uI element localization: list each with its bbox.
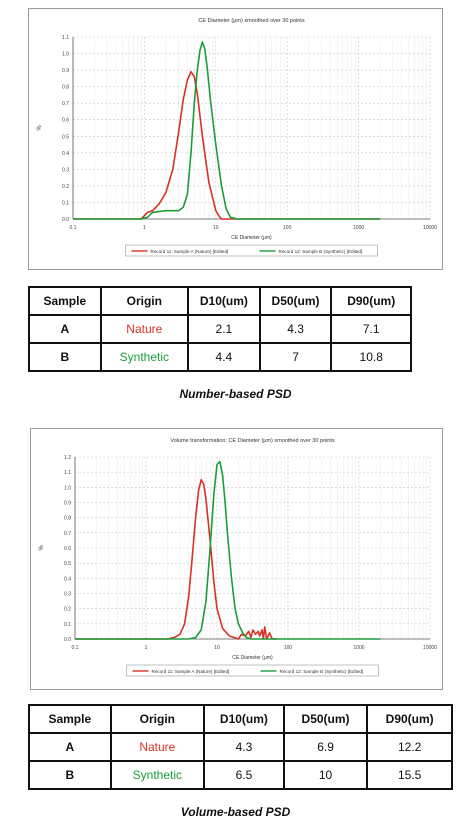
header-d90: D90(um)	[330, 286, 412, 316]
y-tick-label: 0.7	[64, 531, 71, 537]
origin-cell: Nature	[109, 732, 206, 762]
y-tick-label: 0.5	[64, 561, 71, 567]
sample-cell: B	[28, 760, 112, 790]
y-axis-label: %	[37, 125, 43, 131]
legend-box	[126, 664, 379, 677]
d10-cell: 4.3	[203, 732, 285, 762]
header-d50: D50(um)	[282, 704, 369, 734]
y-tick-label: 0.2	[64, 607, 71, 613]
series-line-sample-a	[73, 70, 381, 220]
origin-cell: Synthetic	[109, 760, 206, 790]
x-tick-label: 10	[214, 645, 220, 651]
y-tick-label: 0.3	[62, 167, 69, 173]
series-line-sample-a	[75, 478, 277, 640]
y-tick-label: 0.0	[62, 217, 69, 223]
header-sample: Sample	[28, 704, 112, 734]
x-axis-label: CE Diameter (µm)	[232, 655, 273, 661]
y-tick-label: 0.9	[64, 501, 71, 507]
d10-cell: 2.1	[187, 314, 261, 344]
y-tick-label: 0.4	[64, 576, 71, 582]
y-tick-label: 0.4	[62, 151, 69, 157]
y-tick-label: 0.3	[64, 592, 71, 598]
x-tick-label: 100	[284, 645, 293, 651]
d50-cell: 6.9	[282, 732, 369, 762]
y-tick-label: 0.6	[64, 546, 71, 552]
x-tick-label: 0.1	[70, 225, 77, 231]
header-d90: D90(um)	[366, 704, 453, 734]
number-psd-caption: Number-based PSD	[179, 387, 292, 401]
d10-cell: 4.4	[187, 342, 261, 372]
series-line-sample-b	[73, 41, 381, 220]
legend-box	[125, 244, 378, 257]
y-tick-label: 1.1	[62, 35, 69, 41]
y-tick-label: 0.8	[64, 516, 71, 522]
d90-cell: 12.2	[366, 732, 453, 762]
number-psd-table: Sample Origin D10(um) D50(um) D90(um) A …	[28, 286, 412, 372]
volume-psd-table: Sample Origin D10(um) D50(um) D90(um) A …	[28, 704, 453, 790]
y-tick-label: 0.1	[64, 622, 71, 628]
d90-cell: 15.5	[366, 760, 453, 790]
x-tick-label: 0.1	[72, 645, 79, 651]
x-tick-label: 10	[213, 225, 219, 231]
x-axis-label: CE Diameter (µm)	[231, 235, 272, 241]
chart-title: CE Diameter (µm) smoothed over 30 points	[198, 18, 304, 24]
y-tick-label: 0.0	[64, 637, 71, 643]
d50-cell: 4.3	[258, 314, 333, 344]
series-line-sample-b	[75, 460, 381, 640]
y-tick-label: 1.0	[62, 52, 69, 58]
table-row: A Nature 4.3 6.9 12.2	[28, 732, 453, 762]
number-psd-plot: CE Diameter (µm) smoothed over 30 points…	[37, 18, 437, 257]
table-row: B Synthetic 6.5 10 15.5	[28, 760, 453, 790]
y-tick-label: 1.2	[64, 455, 71, 461]
x-tick-label: 1	[145, 645, 148, 651]
volume-psd-caption: Volume-based PSD	[180, 805, 291, 819]
chart-title: Volume transformation: CE Diameter (µm) …	[170, 438, 335, 444]
header-d50: D50(um)	[258, 286, 333, 316]
origin-cell: Synthetic	[99, 342, 190, 372]
x-tick-label: 1000	[353, 645, 364, 651]
d50-cell: 7	[258, 342, 333, 372]
sample-cell: A	[28, 314, 102, 344]
legend-label: Record 11: Sample A (Nature) [Edited]	[152, 669, 230, 674]
x-tick-label: 10000	[423, 225, 437, 231]
y-tick-label: 0.8	[62, 85, 69, 91]
volume-psd-chart: Volume transformation: CE Diameter (µm) …	[30, 428, 443, 690]
legend-label: Record 12: Sample B (Synthetic) [Edited]	[279, 249, 363, 254]
origin-cell: Nature	[99, 314, 190, 344]
x-tick-label: 1	[143, 225, 146, 231]
number-psd-chart: CE Diameter (µm) smoothed over 30 points…	[28, 8, 443, 270]
y-tick-label: 0.6	[62, 118, 69, 124]
y-tick-label: 0.9	[62, 68, 69, 74]
legend-label: Record 11: Sample A (Nature) [Edited]	[151, 249, 229, 254]
x-tick-label: 1000	[353, 225, 364, 231]
y-tick-label: 0.7	[62, 101, 69, 107]
header-sample: Sample	[28, 286, 102, 316]
header-d10: D10(um)	[187, 286, 261, 316]
y-tick-label: 1.0	[64, 485, 71, 491]
sample-cell: B	[28, 342, 102, 372]
y-axis-label: %	[39, 545, 45, 551]
header-origin: Origin	[109, 704, 206, 734]
d50-cell: 10	[282, 760, 369, 790]
legend-label: Record 12: Sample B (Synthetic) [Edited]	[280, 669, 364, 674]
y-tick-label: 1.1	[64, 470, 71, 476]
d90-cell: 7.1	[330, 314, 412, 344]
x-tick-label: 10000	[423, 645, 437, 651]
y-tick-label: 0.1	[62, 200, 69, 206]
y-tick-label: 0.5	[62, 134, 69, 140]
d90-cell: 10.8	[330, 342, 412, 372]
x-tick-label: 100	[283, 225, 292, 231]
sample-cell: A	[28, 732, 112, 762]
d10-cell: 6.5	[203, 760, 285, 790]
header-d10: D10(um)	[203, 704, 285, 734]
volume-psd-plot: Volume transformation: CE Diameter (µm) …	[39, 438, 437, 677]
table-row: B Synthetic 4.4 7 10.8	[28, 342, 412, 372]
table-row: A Nature 2.1 4.3 7.1	[28, 314, 412, 344]
header-origin: Origin	[99, 286, 190, 316]
y-tick-label: 0.2	[62, 184, 69, 190]
